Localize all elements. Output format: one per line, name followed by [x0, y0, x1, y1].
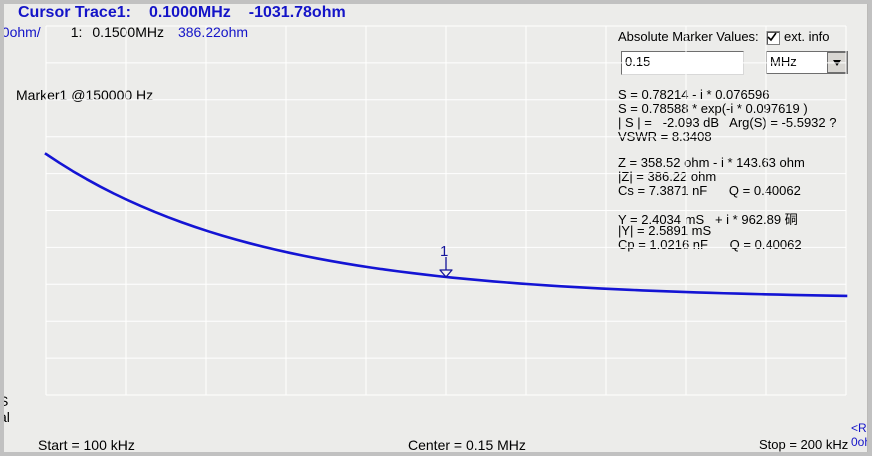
svg-text:1: 1 — [440, 243, 448, 260]
